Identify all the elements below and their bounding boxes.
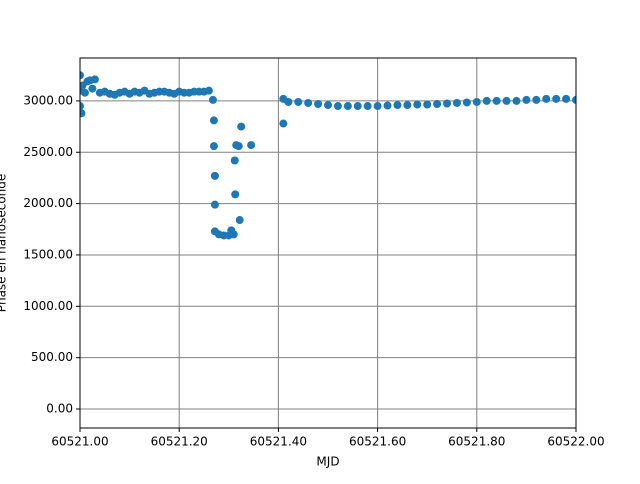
point (204, 86, 213, 95)
point (393, 101, 402, 110)
y-axis-label: Phase en nanoseconde (0, 174, 9, 313)
point (80, 71, 84, 80)
point (88, 84, 97, 93)
point (80, 109, 86, 118)
point (80, 102, 84, 111)
point (502, 96, 511, 105)
point (210, 200, 219, 209)
point (314, 100, 323, 109)
point (333, 102, 342, 111)
point (532, 95, 541, 104)
point (230, 156, 239, 165)
point (235, 216, 244, 225)
point (373, 102, 382, 111)
point (90, 75, 99, 84)
point (343, 102, 352, 111)
point (572, 95, 576, 104)
point (209, 116, 218, 125)
point (383, 101, 392, 110)
x-tick-label: 60521.20 (151, 435, 208, 449)
y-tick-label: 0.00 (46, 402, 73, 416)
point (472, 97, 481, 106)
point (284, 97, 293, 106)
point (304, 98, 313, 107)
x-tick-label: 60521.80 (448, 435, 505, 449)
point (294, 97, 303, 106)
y-tick-label: 2000.00 (23, 196, 73, 210)
plot-frame (79, 57, 577, 429)
point (247, 141, 256, 150)
point (552, 94, 561, 103)
point (234, 142, 243, 151)
x-axis-label: MJD (316, 455, 339, 469)
point (522, 95, 531, 104)
y-tick-label: 500.00 (31, 350, 73, 364)
point (403, 101, 412, 110)
point (229, 230, 238, 239)
y-tick-label: 1000.00 (23, 299, 73, 313)
point (353, 102, 362, 111)
point (209, 142, 218, 151)
point (363, 102, 372, 111)
x-tick-label: 60522.00 (547, 435, 604, 449)
point (208, 95, 217, 104)
point (512, 96, 521, 105)
point (279, 119, 288, 128)
point (433, 100, 442, 109)
x-tick-label: 60521.40 (250, 435, 307, 449)
point (210, 171, 219, 180)
point (231, 190, 240, 199)
point (492, 96, 501, 105)
point (324, 101, 332, 110)
point (443, 99, 452, 108)
point (80, 88, 89, 97)
point (562, 94, 571, 103)
x-tick-label: 60521.60 (349, 435, 406, 449)
y-tick-label: 1500.00 (23, 247, 73, 261)
point (423, 100, 432, 109)
point (542, 94, 551, 103)
x-tick-label: 60521.00 (51, 435, 108, 449)
point (413, 100, 422, 109)
y-tick-label: 3000.00 (23, 93, 73, 107)
point (237, 122, 246, 131)
y-tick-label: 2500.00 (23, 145, 73, 159)
point (462, 98, 471, 107)
point (482, 96, 491, 105)
point (452, 98, 461, 107)
